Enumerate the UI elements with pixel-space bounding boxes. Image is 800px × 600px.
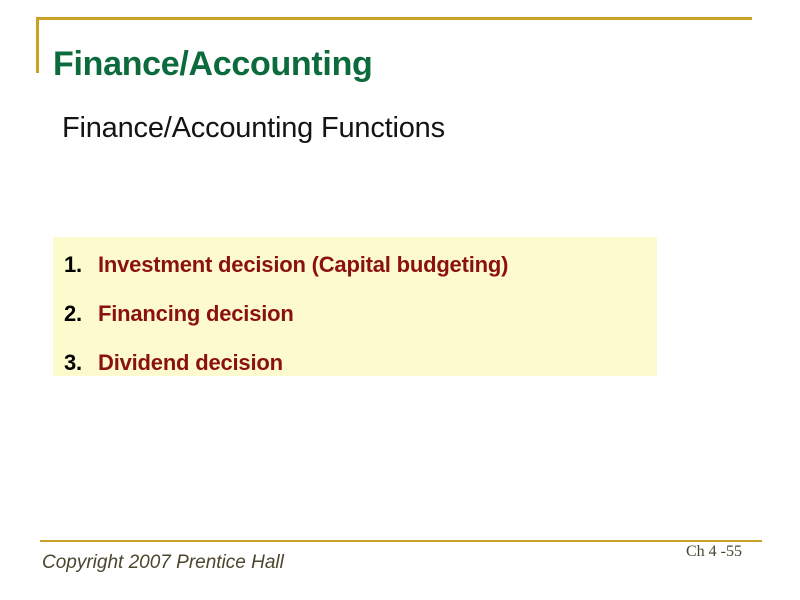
gold-rule-left [36, 17, 39, 73]
page-title: Finance/Accounting [53, 45, 373, 83]
list-item-number: 2. [64, 301, 82, 326]
list-item: 2. Financing decision [64, 301, 294, 327]
list-item: 3. Dividend decision [64, 350, 283, 376]
gold-rule-footer [40, 540, 762, 542]
footer-copyright: Copyright 2007 Prentice Hall [42, 552, 284, 573]
content-panel: 1. Investment decision (Capital budgetin… [53, 237, 657, 376]
list-item: 1. Investment decision (Capital budgetin… [64, 252, 508, 278]
slide-subtitle: Finance/Accounting Functions [62, 112, 445, 144]
list-item-number: 1. [64, 252, 82, 277]
gold-rule-top [36, 17, 752, 20]
list-item-label: Investment decision (Capital budgeting) [98, 252, 509, 277]
footer-page-number: Ch 4 -55 [686, 543, 742, 560]
list-item-label: Dividend decision [98, 350, 283, 375]
list-item-label: Financing decision [98, 301, 294, 326]
list-item-number: 3. [64, 350, 82, 375]
